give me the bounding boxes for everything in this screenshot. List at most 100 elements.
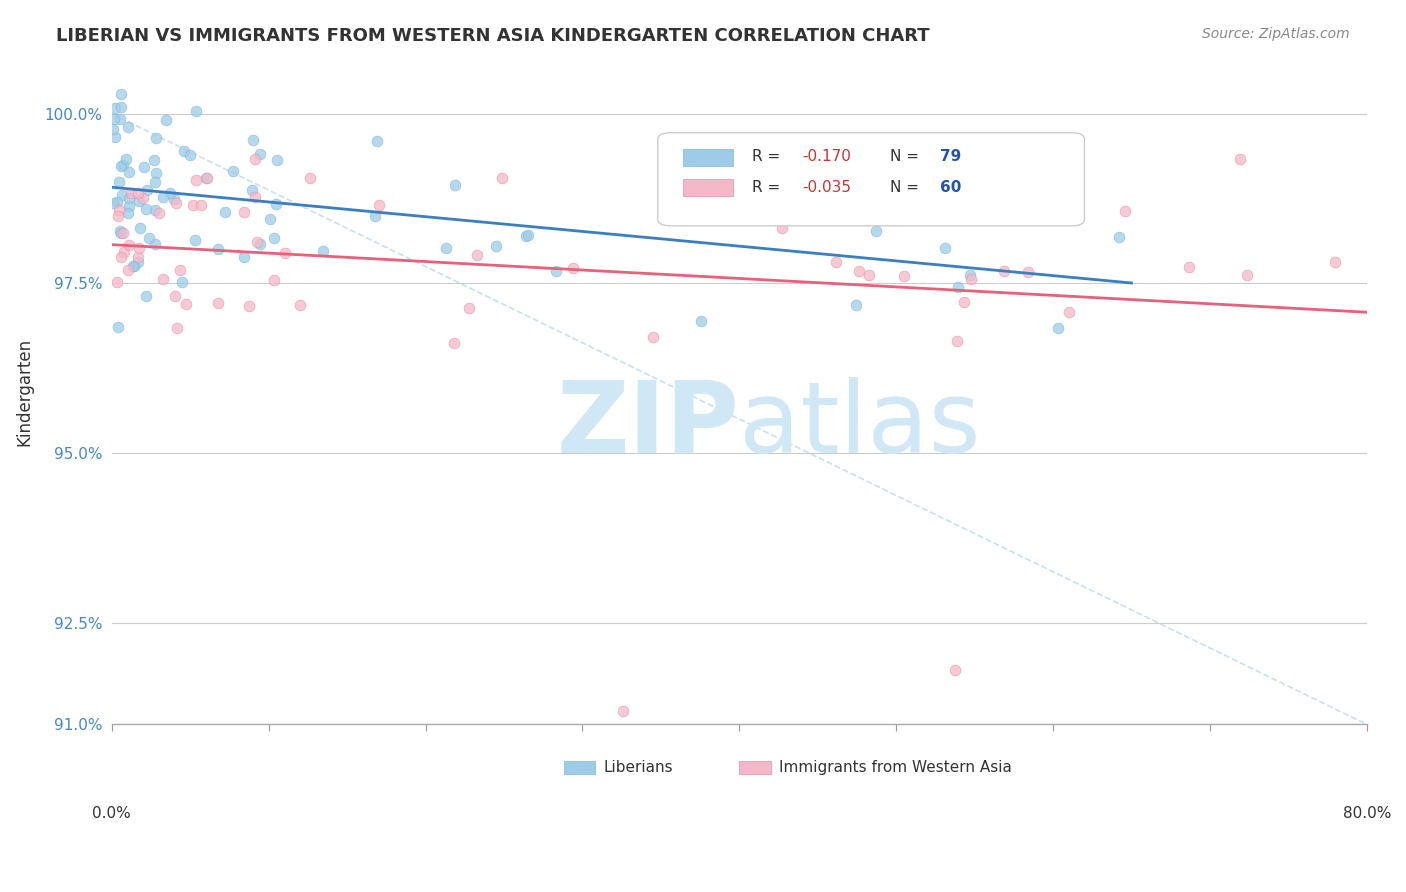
Point <box>111 227 134 241</box>
Point <box>249 146 271 161</box>
Point <box>943 663 966 677</box>
Text: N =: N = <box>890 179 924 194</box>
Point <box>443 178 465 192</box>
Point <box>105 195 128 210</box>
Point <box>263 231 285 245</box>
Point <box>458 301 481 316</box>
Point <box>103 122 125 136</box>
Point <box>128 241 150 255</box>
Point <box>562 260 585 275</box>
Point <box>1236 268 1258 282</box>
Point <box>214 205 236 219</box>
Point <box>143 236 166 251</box>
Point <box>135 289 157 303</box>
Point <box>243 152 266 166</box>
Point <box>207 296 229 310</box>
Point <box>290 297 312 311</box>
Point <box>465 248 488 262</box>
Point <box>135 182 157 196</box>
Bar <box>683 179 733 196</box>
Point <box>127 255 149 269</box>
Point <box>1324 255 1347 269</box>
Text: 0.0%: 0.0% <box>93 805 131 821</box>
Point <box>173 144 195 158</box>
Text: Source: ZipAtlas.com: Source: ZipAtlas.com <box>1202 27 1350 41</box>
Point <box>905 202 928 217</box>
FancyBboxPatch shape <box>658 133 1084 226</box>
Point <box>107 319 129 334</box>
Point <box>690 313 713 327</box>
Point <box>103 196 125 211</box>
Point <box>103 112 125 127</box>
Point <box>934 241 956 255</box>
Text: 60: 60 <box>941 179 962 194</box>
Y-axis label: Kindergarten: Kindergarten <box>15 338 32 446</box>
Point <box>366 134 388 148</box>
Point <box>117 263 139 277</box>
Text: LIBERIAN VS IMMIGRANTS FROM WESTERN ASIA KINDERGARTEN CORRELATION CHART: LIBERIAN VS IMMIGRANTS FROM WESTERN ASIA… <box>56 27 929 45</box>
Point <box>110 87 132 101</box>
Point <box>108 225 131 239</box>
Point <box>1108 230 1130 244</box>
Point <box>122 259 145 273</box>
Point <box>110 100 132 114</box>
Point <box>195 170 218 185</box>
Point <box>770 220 793 235</box>
Point <box>110 226 132 240</box>
Text: -0.035: -0.035 <box>801 179 851 194</box>
Point <box>163 288 186 302</box>
Point <box>865 224 887 238</box>
Point <box>443 335 465 350</box>
Point <box>111 187 134 202</box>
Bar <box>740 761 770 774</box>
Point <box>485 238 508 252</box>
Point <box>612 704 634 718</box>
Point <box>165 195 187 210</box>
Point <box>108 175 131 189</box>
Point <box>259 212 281 227</box>
Point <box>263 273 285 287</box>
Bar <box>564 761 595 774</box>
Point <box>118 165 141 179</box>
Point <box>993 264 1015 278</box>
Text: -0.170: -0.170 <box>801 149 851 164</box>
Point <box>184 104 207 119</box>
Text: 80.0%: 80.0% <box>1343 805 1391 821</box>
Point <box>195 170 218 185</box>
Point <box>107 209 129 223</box>
Point <box>143 202 166 217</box>
Point <box>152 272 174 286</box>
Text: Liberians: Liberians <box>603 760 673 775</box>
Point <box>145 166 167 180</box>
Point <box>179 148 201 162</box>
Point <box>105 276 128 290</box>
Point <box>128 194 150 208</box>
Point <box>170 275 193 289</box>
Point <box>312 244 335 259</box>
Point <box>166 321 188 335</box>
Point <box>1178 260 1201 275</box>
Point <box>186 173 208 187</box>
Point <box>946 334 969 349</box>
Text: R =: R = <box>752 179 785 194</box>
Point <box>207 243 229 257</box>
Point <box>232 205 254 219</box>
Bar <box>683 149 733 166</box>
Text: Immigrants from Western Asia: Immigrants from Western Asia <box>779 760 1012 775</box>
Point <box>953 294 976 309</box>
Point <box>145 131 167 145</box>
Point <box>516 228 538 243</box>
Point <box>135 202 157 217</box>
Point <box>108 202 131 217</box>
Point <box>491 171 513 186</box>
Text: 79: 79 <box>941 149 962 164</box>
Point <box>148 205 170 219</box>
Point <box>122 260 145 274</box>
Point <box>1017 265 1039 279</box>
Point <box>222 164 245 178</box>
Point <box>104 129 127 144</box>
Point <box>893 268 915 283</box>
Point <box>120 186 142 201</box>
Point <box>110 250 132 264</box>
Text: N =: N = <box>890 149 924 164</box>
